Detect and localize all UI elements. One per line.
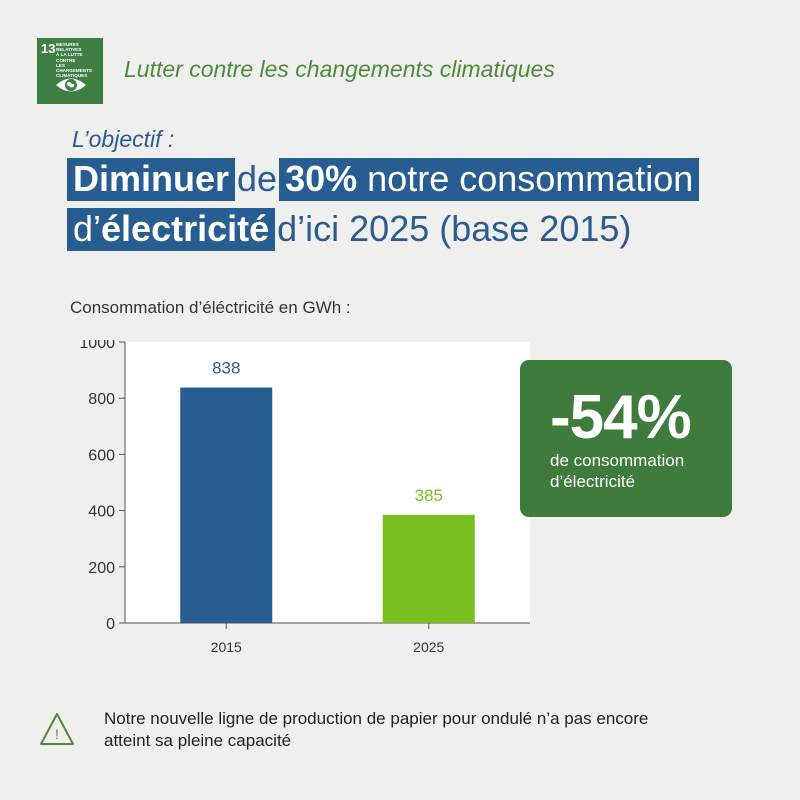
objective-label: L’objectif : — [72, 126, 175, 152]
consumption-bar-chart: 0 200 400 600 800 1000 838 2015 385 2025 — [79, 340, 530, 655]
headline-highlight: d’électricité — [67, 208, 276, 251]
data-label-2025: 385 — [415, 486, 443, 505]
headline-highlight: 30% notre consommation — [279, 158, 700, 201]
sdg-13-badge: 13 MESURES RELATIVES À LA LUTTE CONTRE L… — [37, 38, 103, 104]
sdg-number: 13 — [41, 41, 56, 56]
kpi-description: de consommation d’électricité — [550, 451, 685, 491]
y-tick-label: 800 — [88, 391, 115, 408]
page-subtitle: Lutter contre les changements climatique… — [124, 56, 555, 82]
note-text: Notre nouvelle ligne de production de pa… — [104, 709, 649, 750]
kpi-card: -54% de consommation d’électricité — [520, 360, 732, 517]
warning-icon: ! — [40, 713, 74, 745]
y-tick-label: 1000 — [79, 340, 115, 352]
x-tick-label-2015: 2015 — [211, 639, 242, 655]
kpi-value: -54% — [550, 383, 692, 452]
svg-text:!: ! — [55, 726, 59, 742]
headline-highlight: Diminuer — [67, 158, 236, 201]
y-tick-label: 200 — [88, 560, 115, 577]
x-tick-label-2025: 2025 — [413, 639, 444, 655]
bar-2015 — [180, 387, 273, 623]
eye-globe-icon — [56, 78, 86, 92]
y-tick-label: 400 — [88, 504, 115, 521]
bar-2025 — [382, 514, 475, 623]
data-label-2015: 838 — [212, 359, 240, 378]
headline-line-1: Diminuer de 30% notre consommation — [67, 156, 767, 202]
headline-text: d’ici 2025 (base 2015) — [277, 208, 632, 249]
chart-caption: Consommation d’éléctricité en GWh : — [70, 298, 351, 317]
headline-text: de — [237, 158, 278, 199]
y-tick-label: 0 — [106, 616, 115, 633]
y-tick-label: 600 — [88, 447, 115, 464]
sdg-label: MESURES RELATIVES À LA LUTTE CONTRE LES … — [56, 42, 92, 79]
headline-line-2: d’électricité d’ici 2025 (base 2015) — [67, 206, 767, 252]
objective-headline: Diminuer de 30% notre consommation d’élect… — [67, 156, 767, 256]
